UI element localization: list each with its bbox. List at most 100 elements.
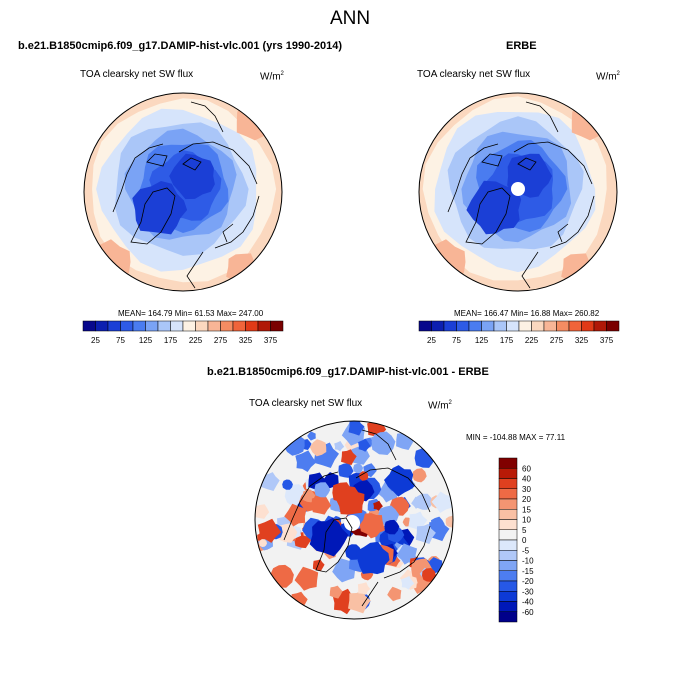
anomaly-patch: [309, 439, 327, 457]
anomaly-patch: [348, 590, 371, 614]
colorbar-box: [593, 320, 607, 332]
colorbar-box: [157, 320, 171, 332]
colorbar-tick-label: 25: [427, 336, 436, 345]
map-border: [254, 420, 454, 620]
colorbar-tick-label: -5: [522, 546, 530, 555]
coastline: [361, 429, 397, 461]
colorbar-tick-label: 5: [522, 526, 527, 535]
coastline: [549, 195, 595, 249]
colorbar-tick-label: -30: [522, 587, 534, 596]
colorbar-tick-label: 225: [189, 336, 203, 345]
colorbar-tick-label: -60: [522, 608, 534, 617]
colorbar-box: [518, 320, 532, 332]
figure-title: ANN: [329, 8, 371, 29]
panel2-subtitle: TOA clearsky net SW flux: [417, 69, 531, 80]
colorbar-tick-label: -20: [522, 577, 534, 586]
colorbar-box: [498, 601, 518, 612]
anomaly-patch: [277, 523, 298, 543]
anomaly-patch: [415, 493, 433, 510]
colorbar-box: [468, 320, 482, 332]
coastline: [214, 195, 260, 249]
anomaly-patch: [387, 586, 402, 602]
coastline: [557, 223, 569, 243]
coastline: [517, 157, 537, 171]
colorbar-box: [220, 320, 234, 332]
panel1-colorbar: 25 75 125 175 225 275 325 375: [82, 320, 284, 345]
colorbar-box: [82, 320, 96, 332]
colorbar-box: [568, 320, 582, 332]
anomaly-patch: [353, 463, 364, 474]
coastline: [361, 581, 379, 607]
colorbar-box: [270, 320, 284, 332]
panel3-stats: MIN = -104.88 MAX = 77.11: [466, 433, 566, 442]
panel1-title: b.e21.B1850cmip6.f09_g17.DAMIP-hist-vlc.…: [18, 40, 343, 52]
colorbar-tick-label: 375: [264, 336, 278, 345]
colorbar-box: [506, 320, 520, 332]
colorbar-tick-label: 75: [452, 336, 461, 345]
coastline: [521, 251, 539, 289]
colorbar-tick-label: 275: [550, 336, 564, 345]
colorbar-box: [132, 320, 146, 332]
colorbar-box: [207, 320, 221, 332]
anomaly-patch: [323, 472, 339, 489]
anomaly-patch: [295, 450, 317, 472]
colorbar-tick-label: -15: [522, 567, 534, 576]
colorbar-box: [556, 320, 570, 332]
coastline: [447, 143, 499, 213]
colorbar-box: [606, 320, 620, 332]
colorbar-box: [531, 320, 545, 332]
anomaly-patch: [341, 449, 357, 466]
coastline: [222, 223, 234, 243]
colorbar-box: [232, 320, 246, 332]
colorbar-tick-label: 30: [522, 485, 531, 494]
anomaly-patch: [412, 468, 427, 483]
coastline: [383, 525, 431, 579]
colorbar-box: [195, 320, 209, 332]
anomaly-patch: [358, 438, 371, 452]
anomaly-patch: [359, 513, 385, 539]
panel1-subtitle: TOA clearsky net SW flux: [80, 69, 194, 80]
colorbar-box: [145, 320, 159, 332]
colorbar-box: [498, 498, 518, 510]
coastline: [112, 143, 164, 213]
anomaly-patch: [431, 491, 452, 513]
anomaly-patch: [445, 515, 453, 528]
colorbar-box: [431, 320, 445, 332]
anomaly-patch: [312, 559, 325, 572]
anomaly-patch: [284, 503, 307, 527]
polar-data-gap: [344, 515, 360, 531]
map-field: [419, 93, 617, 291]
colorbar-box: [481, 320, 495, 332]
colorbar-tick-label: 325: [239, 336, 253, 345]
panel2-colorbar: 25 75 125 175 225 275 325 375: [418, 320, 620, 345]
anomaly-patch: [373, 500, 383, 511]
coastline: [315, 517, 353, 573]
anomaly-patch: [311, 495, 332, 515]
colorbar-tick-label: 275: [214, 336, 228, 345]
coastline: [513, 141, 593, 185]
polar-data-gap: [511, 182, 525, 196]
map-field: [255, 421, 453, 619]
coastline: [146, 153, 168, 167]
panel2-title: ERBE: [506, 40, 537, 52]
anomaly-patch: [307, 431, 316, 441]
colorbar-box: [498, 580, 518, 592]
colorbar-tick-label: 175: [500, 336, 514, 345]
coastline: [283, 471, 339, 541]
colorbar-box: [493, 320, 507, 332]
colorbar-tick-label: 10: [522, 516, 531, 525]
colorbar-tick-label: 325: [575, 336, 589, 345]
colorbar-box: [543, 320, 557, 332]
anomaly-patch: [334, 441, 345, 452]
panel3-polar-map: [254, 420, 454, 620]
colorbar-box: [95, 320, 109, 332]
colorbar-box: [245, 320, 259, 332]
coastline: [130, 187, 176, 245]
panel2-polar-map: [418, 92, 618, 292]
anomaly-patch: [255, 504, 270, 519]
anomaly-patch: [384, 519, 400, 535]
anomaly-patch: [415, 523, 436, 544]
panel3-title: b.e21.B1850cmip6.f09_g17.DAMIP-hist-vlc.…: [207, 366, 489, 378]
colorbar-tick-label: 175: [164, 336, 178, 345]
colorbar-box: [581, 320, 595, 332]
